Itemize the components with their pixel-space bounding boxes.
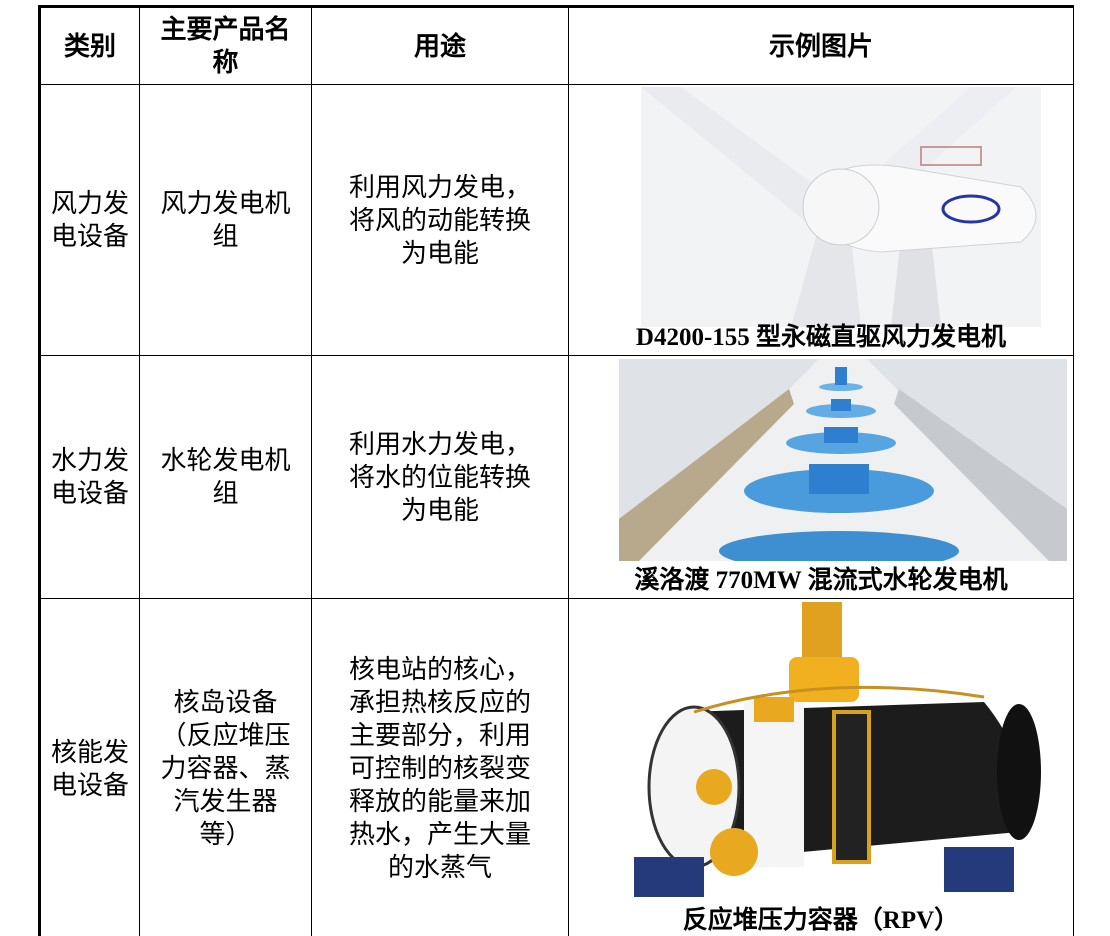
hydro-hall-image xyxy=(619,359,1067,561)
image-caption: D4200-155 型永磁直驱风力发电机 xyxy=(635,324,1007,351)
category: 水力发电设备 xyxy=(50,446,129,508)
header-row: 类别 主要产品名称 用途 示例图片 xyxy=(38,5,1074,85)
header-text: 类别 xyxy=(63,31,116,61)
usage: 利用风力发电，将风的动能转换为电能 xyxy=(348,172,531,268)
cell: 利用风力发电，将风的动能转换为电能 xyxy=(311,84,569,356)
image-cell: 反应堆压力容器（RPV） xyxy=(568,598,1074,936)
header-text: 用途 xyxy=(413,31,466,61)
header-text: 示例图片 xyxy=(768,31,873,61)
product: 风力发电机组 xyxy=(160,189,291,251)
product: 核岛设备 （反应堆压力容器、蒸汽发生器等） xyxy=(160,688,291,849)
cell: 水轮发电机组 xyxy=(139,355,312,599)
cell: 核能发电设备 xyxy=(38,598,140,936)
image-cell: 溪洛渡 770MW 混流式水轮发电机 xyxy=(568,355,1074,599)
table-row: 水力发电设备 水轮发电机组 利用水力发电，将水的位能转换为电能 溪洛渡 770M… xyxy=(38,355,1074,599)
cell: 核岛设备 （反应堆压力容器、蒸汽发生器等） xyxy=(139,598,312,936)
header-text: 主要产品名称 xyxy=(160,15,291,77)
header-cell: 示例图片 xyxy=(568,5,1074,85)
cell: 风力发电设备 xyxy=(38,84,140,356)
header-cell: 类别 xyxy=(38,5,140,85)
reactor-vessel-image xyxy=(634,602,1041,897)
image-cell: D4200-155 型永磁直驱风力发电机 xyxy=(568,84,1074,356)
image-caption: 反应堆压力容器（RPV） xyxy=(682,907,960,934)
image-caption: 溪洛渡 770MW 混流式水轮发电机 xyxy=(634,567,1008,594)
category: 风力发电设备 xyxy=(50,189,129,251)
cell: 利用水力发电，将水的位能转换为电能 xyxy=(311,355,569,599)
usage: 核电站的核心，承担热核反应的主要部分，利用可控制的核裂变释放的能量来加热水，产生… xyxy=(348,655,531,882)
usage: 利用水力发电，将水的位能转换为电能 xyxy=(348,429,531,525)
product-table: 类别 主要产品名称 用途 示例图片 风力发电设备 风力发电机组 利用风力发电，将… xyxy=(38,5,1074,936)
product: 水轮发电机组 xyxy=(160,446,291,508)
category: 核能发电设备 xyxy=(50,737,129,800)
cell: 核电站的核心，承担热核反应的主要部分，利用可控制的核裂变释放的能量来加热水，产生… xyxy=(311,598,569,936)
header-cell: 主要产品名称 xyxy=(139,5,312,85)
header-cell: 用途 xyxy=(311,5,569,85)
cell: 水力发电设备 xyxy=(38,355,140,599)
table-row: 风力发电设备 风力发电机组 利用风力发电，将风的动能转换为电能 D4200-15… xyxy=(38,84,1074,356)
table-row: 核能发电设备 核岛设备 （反应堆压力容器、蒸汽发生器等） 核电站的核心，承担热核… xyxy=(38,598,1074,936)
cell: 风力发电机组 xyxy=(139,84,312,356)
wind-turbine-image xyxy=(641,87,1041,327)
